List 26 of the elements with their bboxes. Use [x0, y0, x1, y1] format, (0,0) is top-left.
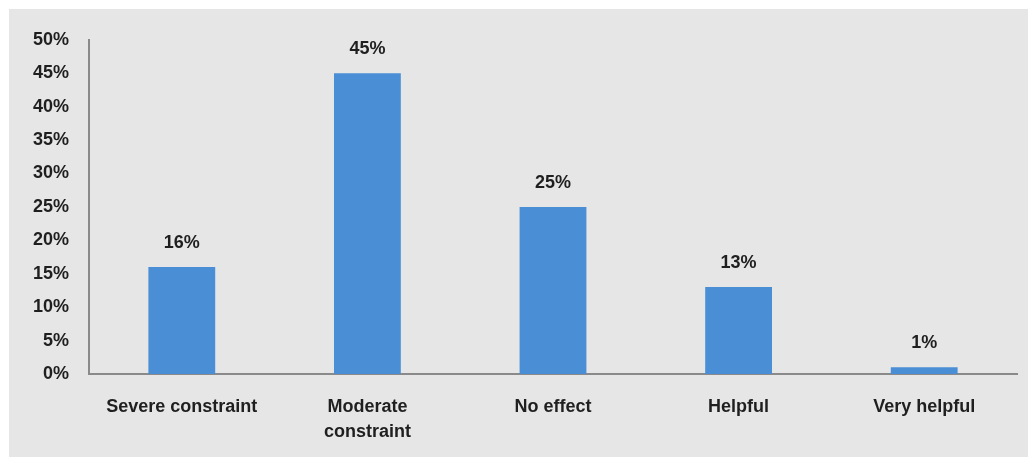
- y-tick-label: 0%: [42, 362, 69, 383]
- data-label: 1%: [911, 332, 938, 353]
- bar: [333, 73, 401, 374]
- bar: [890, 367, 958, 374]
- data-label: 16%: [163, 232, 200, 253]
- data-label: 45%: [349, 38, 386, 59]
- y-tick-label: 5%: [42, 329, 69, 350]
- bar: [705, 287, 773, 374]
- y-tick-label: 20%: [32, 229, 69, 250]
- bar: [148, 267, 216, 374]
- y-tick-label: 10%: [32, 296, 69, 317]
- y-tick-label: 30%: [32, 162, 69, 183]
- y-tick-label: 25%: [32, 195, 69, 216]
- x-tick-label: Moderate constraint: [323, 395, 411, 441]
- data-label: 25%: [534, 171, 572, 192]
- y-tick-label: 45%: [32, 62, 69, 83]
- y-tick-label: 50%: [32, 28, 69, 49]
- bar: [519, 206, 587, 374]
- x-tick-label: Severe constraint: [106, 395, 258, 416]
- data-label: 13%: [720, 252, 757, 273]
- y-tick-label: 15%: [32, 262, 69, 283]
- x-tick-label: No effect: [514, 395, 592, 416]
- x-tick-label: Very helpful: [873, 395, 976, 416]
- x-tick-label: Helpful: [708, 395, 770, 416]
- y-tick-label: 35%: [32, 129, 69, 150]
- y-tick-label: 40%: [32, 95, 69, 116]
